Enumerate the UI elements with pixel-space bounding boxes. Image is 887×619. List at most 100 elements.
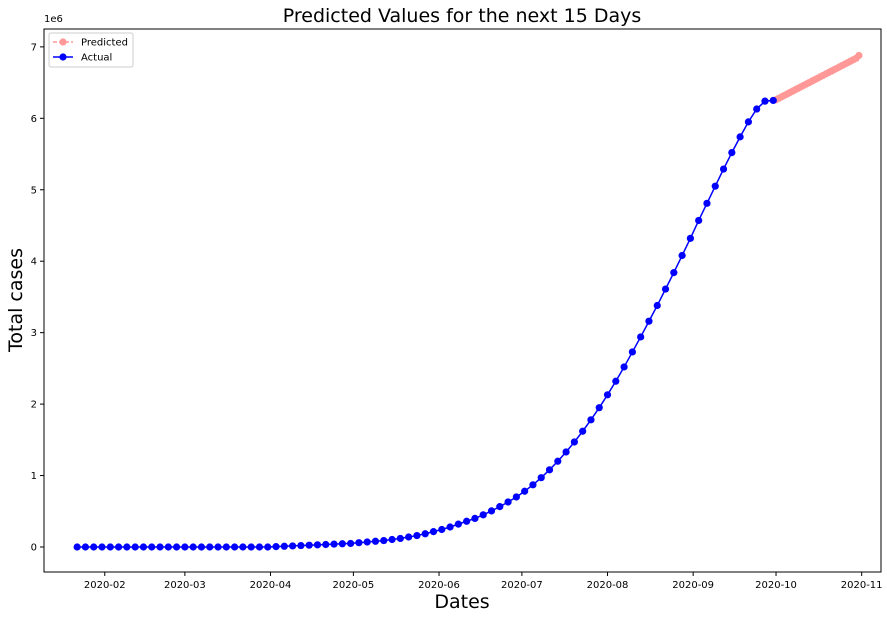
data-point-actual bbox=[413, 531, 421, 540]
x-axis-label: Dates bbox=[434, 591, 489, 613]
data-point-actual bbox=[272, 543, 280, 551]
data-point-actual bbox=[628, 348, 636, 356]
data-point-actual bbox=[595, 404, 603, 412]
data-point-actual bbox=[446, 523, 454, 531]
data-point-actual bbox=[703, 199, 711, 207]
data-point-actual bbox=[255, 543, 264, 551]
data-point-actual bbox=[148, 543, 156, 551]
data-point-actual bbox=[347, 539, 355, 548]
legend-box bbox=[48, 32, 134, 68]
data-point-actual bbox=[322, 540, 330, 549]
data-point-actual bbox=[537, 474, 545, 482]
y-tick-label: 4 bbox=[31, 257, 37, 268]
data-point-actual bbox=[711, 182, 719, 190]
data-point-actual bbox=[156, 543, 164, 551]
data-point-actual bbox=[653, 301, 661, 310]
data-point-actual bbox=[728, 149, 736, 157]
data-point-actual bbox=[264, 543, 272, 551]
data-point-actual bbox=[214, 543, 222, 551]
y-tick-label: 0 bbox=[31, 542, 37, 553]
x-tick-label: 2020-05 bbox=[332, 580, 374, 591]
data-point-actual bbox=[297, 541, 305, 550]
x-tick-label: 2020-09 bbox=[672, 580, 714, 591]
data-point-actual bbox=[363, 538, 371, 546]
data-point-actual bbox=[98, 543, 106, 551]
series-layer bbox=[73, 51, 863, 551]
data-point-actual bbox=[695, 216, 703, 225]
data-point-actual bbox=[686, 234, 695, 242]
data-point-actual bbox=[330, 540, 338, 548]
data-point-actual bbox=[529, 481, 537, 489]
data-point-actual bbox=[388, 535, 396, 544]
data-point-actual bbox=[222, 543, 230, 551]
legend-predicted-marker bbox=[59, 38, 67, 46]
data-point-actual bbox=[744, 118, 753, 126]
data-point-actual bbox=[429, 528, 438, 536]
data-point-actual bbox=[305, 541, 313, 549]
data-point-actual bbox=[106, 543, 114, 551]
data-point-actual bbox=[438, 525, 446, 534]
data-point-actual bbox=[405, 533, 413, 541]
legend-actual-marker bbox=[59, 53, 67, 61]
data-point-actual bbox=[719, 165, 728, 173]
data-point-actual bbox=[769, 96, 777, 105]
data-point-actual bbox=[355, 539, 363, 547]
data-point-actual bbox=[570, 438, 578, 446]
data-point-actual bbox=[554, 457, 562, 465]
y-axis-label: Total cases bbox=[5, 248, 27, 353]
data-point-actual bbox=[545, 466, 554, 474]
data-point-actual bbox=[172, 543, 181, 551]
x-tick-label: 2020-10 bbox=[755, 580, 797, 591]
data-point-actual bbox=[562, 448, 570, 456]
legend-actual-label: Actual bbox=[81, 53, 112, 64]
y-tick-label: 1 bbox=[31, 471, 37, 482]
x-tick-label: 2020-07 bbox=[501, 580, 543, 591]
x-tick-label: 2020-03 bbox=[164, 580, 206, 591]
data-point-actual bbox=[463, 517, 471, 525]
data-point-actual bbox=[612, 377, 620, 385]
data-point-actual bbox=[421, 530, 429, 538]
data-point-actual bbox=[454, 520, 462, 528]
data-point-actual bbox=[620, 363, 628, 371]
data-point-actual bbox=[645, 317, 653, 325]
legend-predicted-label: Predicted bbox=[81, 38, 128, 49]
chart-title: Predicted Values for the next 15 Days bbox=[283, 5, 642, 27]
data-point-actual bbox=[313, 541, 322, 549]
data-point-actual bbox=[579, 427, 587, 435]
plot-frame bbox=[43, 28, 882, 573]
data-point-actual bbox=[81, 543, 90, 551]
y-tick-label: 2 bbox=[31, 400, 37, 411]
x-tick-label: 2020-08 bbox=[587, 580, 629, 591]
data-point-actual bbox=[736, 133, 744, 141]
data-point-actual bbox=[603, 391, 612, 399]
data-point-actual bbox=[181, 543, 189, 551]
data-point-actual bbox=[504, 498, 512, 506]
data-point-actual bbox=[231, 543, 239, 551]
y-tick-label: 5 bbox=[31, 185, 37, 196]
data-point-actual bbox=[338, 540, 346, 548]
data-point-actual bbox=[587, 416, 595, 424]
data-point-actual bbox=[487, 507, 496, 515]
data-point-actual bbox=[496, 503, 504, 511]
data-point-actual bbox=[753, 105, 761, 113]
data-point-actual bbox=[761, 97, 769, 105]
data-point-actual bbox=[396, 534, 404, 543]
data-point-actual bbox=[139, 543, 148, 551]
data-point-actual bbox=[164, 543, 172, 551]
x-tick-label: 2020-06 bbox=[418, 580, 460, 591]
legend: Predicted Actual bbox=[48, 32, 134, 68]
data-point-actual bbox=[471, 514, 479, 523]
data-point-actual bbox=[239, 543, 247, 551]
y-axis: 0 1 2 3 4 5 6 7 bbox=[31, 42, 44, 553]
data-point-predicted bbox=[855, 51, 863, 60]
data-point-actual bbox=[90, 543, 98, 551]
data-point-actual bbox=[197, 543, 206, 551]
data-point-actual bbox=[131, 543, 139, 551]
data-point-actual bbox=[189, 543, 197, 551]
y-tick-label: 3 bbox=[31, 328, 37, 339]
data-point-actual bbox=[637, 333, 645, 341]
data-point-actual bbox=[479, 511, 487, 519]
data-point-actual bbox=[123, 543, 131, 551]
data-point-actual bbox=[371, 537, 380, 545]
